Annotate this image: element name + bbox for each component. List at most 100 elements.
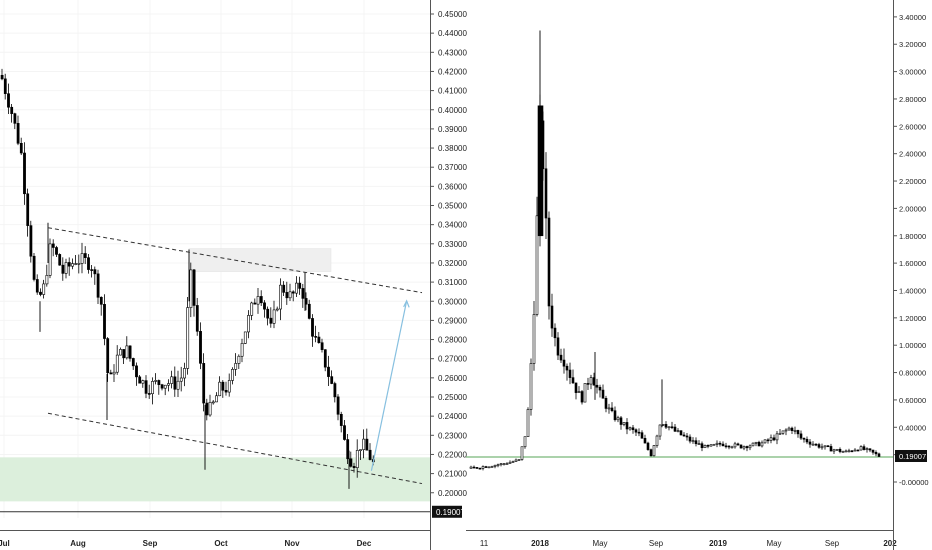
right-candle-body <box>829 446 833 452</box>
right-candle-body <box>739 444 743 449</box>
right-time-axis[interactable]: 11 2018 May Sep 2019 May Sep 202 <box>480 539 897 548</box>
left-price-tick-label: 0.20000 <box>438 489 467 498</box>
right-candle-body <box>685 435 689 438</box>
channel-lower-line <box>47 412 423 485</box>
left-candle-body <box>269 317 273 324</box>
right-candle-body <box>703 445 707 449</box>
right-candle-body <box>559 354 563 361</box>
left-candle-body <box>151 381 154 395</box>
left-candle-body <box>253 302 257 305</box>
left-time-axis[interactable]: Jul Aug Sep Oct Nov Dec <box>0 539 372 548</box>
left-price-tick-label: 0.27000 <box>438 355 467 364</box>
left-candle-body <box>192 269 196 306</box>
right-time-label: Sep <box>825 539 840 548</box>
left-price-tick-label: 0.31000 <box>438 278 467 287</box>
left-candle-body <box>147 393 151 395</box>
left-candle-body <box>311 318 314 337</box>
left-candle-body <box>83 253 87 258</box>
right-candle-body <box>586 383 590 385</box>
left-candle-body <box>58 254 62 266</box>
right-time-label: 2019 <box>709 539 727 548</box>
right-candle-body <box>571 377 575 384</box>
right-candle-body <box>652 445 656 457</box>
right-candle-body <box>550 305 554 329</box>
right-price-tick-label: -0.00000 <box>899 478 929 487</box>
right-candle-body <box>727 445 731 448</box>
right-candle-body <box>577 391 581 393</box>
right-candle-body <box>496 464 500 467</box>
right-candle-body <box>643 437 647 444</box>
left-candle-body <box>80 253 84 264</box>
right-price-axis[interactable]: 3.600003.400003.200003.000002.800002.600… <box>894 0 929 487</box>
right-time-label: 11 <box>480 539 489 548</box>
right-time-label: Sep <box>649 539 664 548</box>
left-candle-body <box>141 380 145 384</box>
left-candle-body <box>211 401 215 404</box>
right-candle-body <box>847 450 851 453</box>
right-price-tick-label: 1.00000 <box>899 341 926 350</box>
left-price-tick-label: 0.42000 <box>438 67 467 76</box>
left-price-axis[interactable]: 0.45000 0.44000 0.43000 0.42000 0.41000 0.400… <box>431 10 467 518</box>
left-price-tick-label: 0.40000 <box>438 106 467 115</box>
right-candle-body <box>505 463 509 465</box>
left-candle-body <box>55 247 58 255</box>
right-candle-body <box>604 397 608 409</box>
left-candle-body <box>327 366 330 377</box>
right-candle-body <box>556 337 560 356</box>
right-candle-body <box>799 433 803 439</box>
left-candle-body <box>199 331 202 364</box>
left-trendlines <box>0 227 430 513</box>
right-candle-body <box>844 450 848 453</box>
right-candle-body <box>742 446 746 449</box>
right-candle-body <box>709 444 713 447</box>
right-candle-body <box>529 363 533 410</box>
right-chart-panel[interactable] <box>466 30 893 471</box>
left-candle-body <box>301 288 305 299</box>
left-candle-body <box>282 284 286 293</box>
left-candle-body <box>224 390 228 393</box>
right-candle-body <box>514 459 518 462</box>
left-price-tick-label: 0.28000 <box>438 336 467 345</box>
left-price-tick-label: 0.32000 <box>438 259 467 268</box>
left-candle-body <box>138 376 142 384</box>
left-price-tick-label: 0.43000 <box>438 48 467 57</box>
left-candle-body <box>135 365 138 378</box>
left-price-tick-label: 0.44000 <box>438 29 467 38</box>
right-candle-body <box>694 440 698 445</box>
right-candle-body <box>631 427 635 431</box>
right-candle-body <box>781 430 785 434</box>
right-candle-body <box>736 443 740 446</box>
right-candle-body <box>865 448 869 450</box>
right-candle-body <box>730 446 734 449</box>
left-candle-body <box>10 106 14 114</box>
left-candle-body <box>32 255 36 280</box>
left-candle-body <box>298 282 302 289</box>
left-price-tick-label: 0.33000 <box>438 240 467 249</box>
right-candle-body <box>859 446 863 451</box>
right-candle-body <box>544 168 548 219</box>
left-candle-body <box>183 368 186 379</box>
left-candle-body <box>128 345 132 359</box>
left-time-label: Nov <box>284 539 300 548</box>
left-candle-body <box>259 296 263 304</box>
left-chart-panel[interactable] <box>0 0 430 518</box>
left-candle-body <box>288 291 292 299</box>
left-candle-body <box>7 93 10 108</box>
left-candle-body <box>112 371 116 375</box>
right-candle-body <box>862 446 866 450</box>
right-price-tick-label: 2.20000 <box>899 177 926 186</box>
right-candle-body <box>484 466 488 468</box>
projection-arrow <box>370 300 408 471</box>
left-candle-body <box>176 380 180 390</box>
left-price-tick-label: 0.24000 <box>438 412 467 421</box>
right-candle-body <box>613 410 617 421</box>
right-candle-body <box>673 426 677 432</box>
right-candle-body <box>493 464 497 467</box>
left-candle-body <box>314 336 318 338</box>
left-candle-body <box>157 380 161 385</box>
right-candle-body <box>535 215 539 315</box>
left-candle-body <box>333 383 337 398</box>
left-candle-body <box>173 376 177 390</box>
left-price-tick-label: 0.38000 <box>438 144 467 153</box>
left-candle-body <box>349 458 353 467</box>
